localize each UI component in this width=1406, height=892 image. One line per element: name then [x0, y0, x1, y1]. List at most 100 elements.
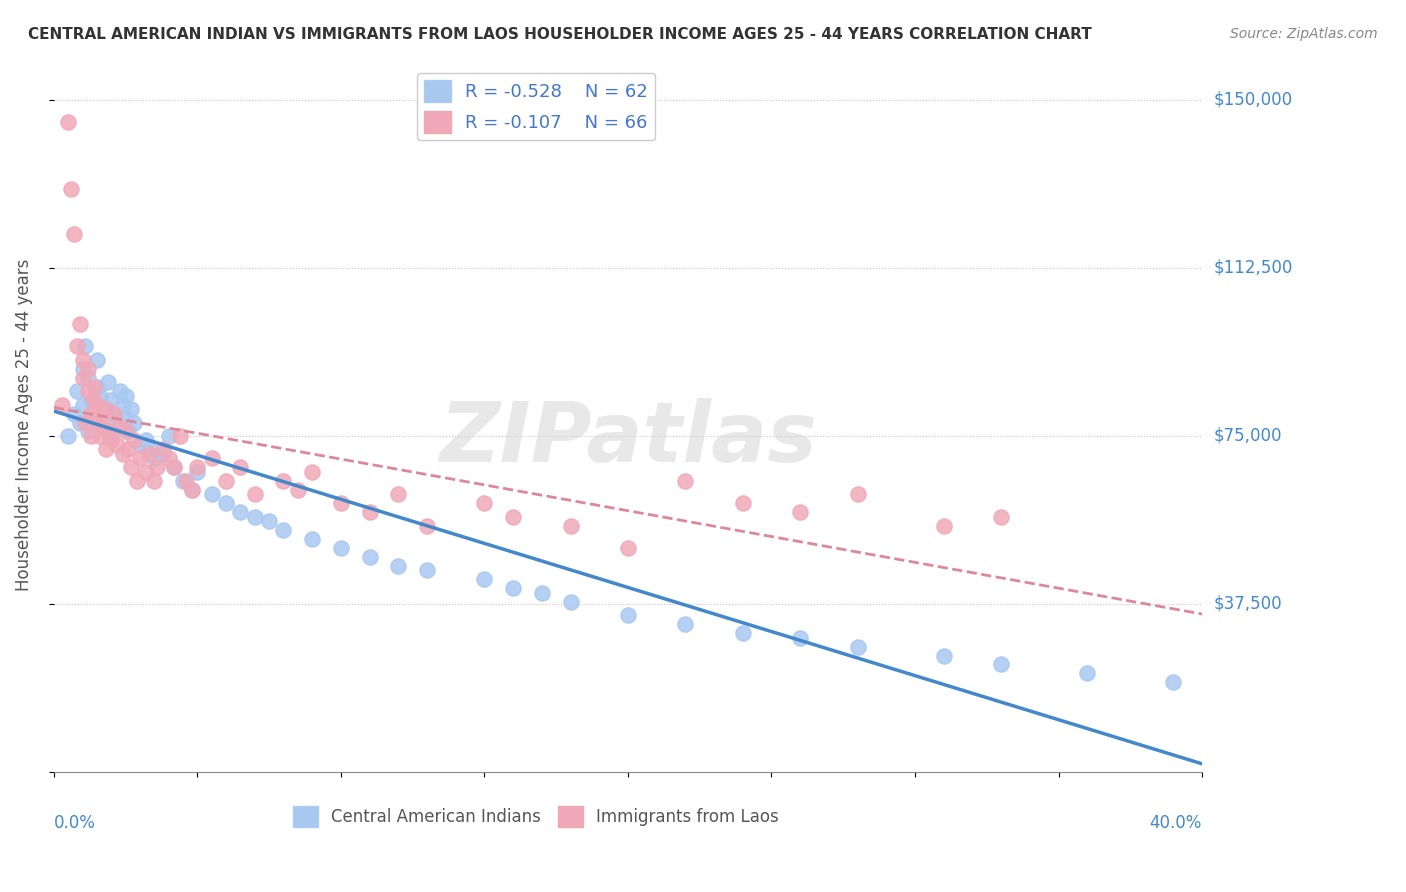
Point	[273, 523, 295, 537]
Point	[560, 595, 582, 609]
Point	[125, 474, 148, 488]
Point	[474, 572, 496, 586]
Text: $75,000: $75,000	[1213, 427, 1282, 445]
Point	[117, 425, 139, 439]
Point	[69, 317, 91, 331]
Point	[66, 384, 89, 398]
Point	[75, 416, 97, 430]
Point	[229, 460, 252, 475]
Point	[229, 505, 252, 519]
Point	[163, 460, 186, 475]
Point	[990, 509, 1012, 524]
Point	[56, 429, 79, 443]
Text: CENTRAL AMERICAN INDIAN VS IMMIGRANTS FROM LAOS HOUSEHOLDER INCOME AGES 25 - 44 : CENTRAL AMERICAN INDIAN VS IMMIGRANTS FR…	[28, 27, 1092, 42]
Point	[86, 416, 108, 430]
Point	[201, 487, 224, 501]
Point	[731, 496, 754, 510]
Point	[215, 496, 238, 510]
Point	[157, 429, 180, 443]
Point	[89, 389, 111, 403]
Point	[94, 442, 117, 457]
Point	[789, 631, 811, 645]
Point	[108, 384, 131, 398]
Point	[114, 389, 136, 403]
Point	[122, 434, 145, 448]
Point	[673, 474, 696, 488]
Point	[91, 420, 114, 434]
Point	[83, 379, 105, 393]
Point	[257, 514, 280, 528]
Point	[120, 460, 142, 475]
Point	[100, 434, 122, 448]
Text: ZIPatlas: ZIPatlas	[439, 398, 817, 479]
Point	[135, 465, 157, 479]
Text: 0.0%: 0.0%	[53, 814, 96, 831]
Point	[72, 352, 94, 367]
Point	[846, 487, 869, 501]
Point	[89, 429, 111, 443]
Point	[94, 402, 117, 417]
Point	[359, 505, 381, 519]
Point	[846, 640, 869, 654]
Text: 40.0%: 40.0%	[1150, 814, 1202, 831]
Point	[100, 393, 122, 408]
Point	[77, 361, 100, 376]
Point	[86, 379, 108, 393]
Point	[129, 438, 152, 452]
Legend: Central American Indians, Immigrants from Laos: Central American Indians, Immigrants fro…	[287, 799, 786, 833]
Point	[416, 563, 439, 577]
Point	[169, 429, 191, 443]
Point	[301, 465, 323, 479]
Text: $37,500: $37,500	[1213, 595, 1282, 613]
Point	[617, 608, 640, 623]
Point	[94, 402, 117, 417]
Point	[111, 447, 134, 461]
Point	[243, 509, 266, 524]
Point	[105, 438, 128, 452]
Point	[114, 425, 136, 439]
Point	[114, 411, 136, 425]
Point	[56, 115, 79, 129]
Point	[60, 182, 83, 196]
Point	[143, 451, 166, 466]
Point	[301, 532, 323, 546]
Point	[138, 442, 160, 457]
Point	[80, 393, 103, 408]
Point	[502, 582, 524, 596]
Point	[387, 487, 409, 501]
Point	[152, 442, 174, 457]
Point	[111, 398, 134, 412]
Point	[83, 393, 105, 408]
Point	[502, 509, 524, 524]
Point	[63, 227, 86, 242]
Point	[273, 474, 295, 488]
Point	[69, 416, 91, 430]
Point	[89, 411, 111, 425]
Point	[243, 487, 266, 501]
Point	[86, 398, 108, 412]
Point	[673, 617, 696, 632]
Point	[287, 483, 309, 497]
Point	[215, 474, 238, 488]
Point	[329, 496, 352, 510]
Point	[105, 416, 128, 430]
Point	[108, 420, 131, 434]
Point	[157, 451, 180, 466]
Point	[530, 586, 553, 600]
Point	[80, 429, 103, 443]
Point	[387, 558, 409, 573]
Point	[152, 447, 174, 461]
Point	[731, 626, 754, 640]
Point	[416, 518, 439, 533]
Point	[97, 375, 120, 389]
Point	[359, 549, 381, 564]
Point	[77, 370, 100, 384]
Point	[72, 398, 94, 412]
Point	[129, 451, 152, 466]
Point	[72, 370, 94, 384]
Point	[138, 447, 160, 461]
Point	[201, 451, 224, 466]
Point	[329, 541, 352, 555]
Point	[146, 460, 169, 475]
Point	[932, 518, 955, 533]
